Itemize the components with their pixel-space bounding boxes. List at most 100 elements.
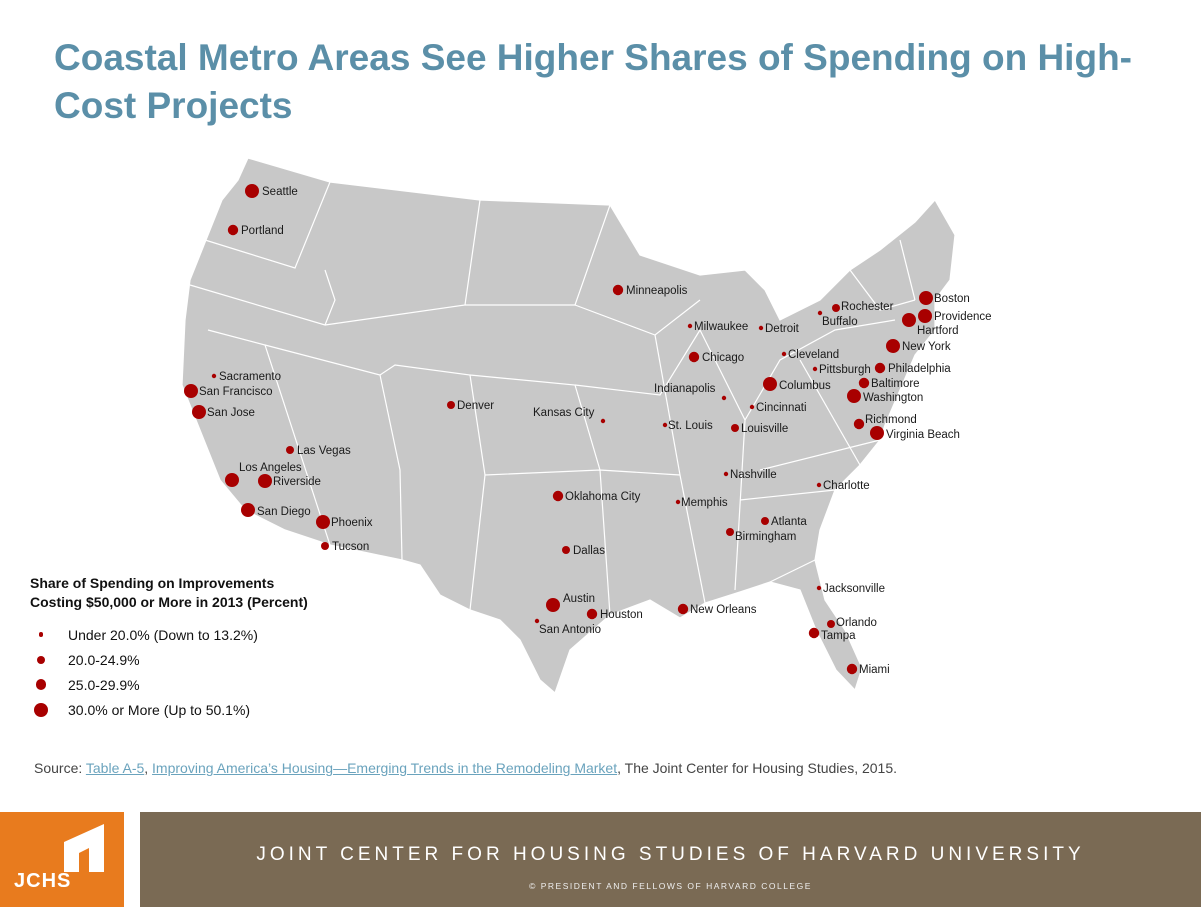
- city-label: Riverside: [273, 476, 321, 488]
- city-label: Nashville: [730, 469, 777, 481]
- jchs-logo: JCHS: [0, 812, 124, 907]
- city-label: Tampa: [821, 630, 856, 642]
- city-marker-providence: Providence: [918, 309, 992, 323]
- city-label: Columbus: [779, 380, 831, 392]
- city-label: San Francisco: [199, 386, 273, 398]
- city-marker-atlanta: Atlanta: [761, 516, 807, 528]
- source-link-table[interactable]: Table A-5: [85, 760, 145, 776]
- city-marker-houston: Houston: [586, 608, 643, 621]
- city-marker-oklahoma-city: Oklahoma City: [552, 490, 641, 503]
- city-label: Louisville: [741, 423, 788, 435]
- city-label: Sacramento: [219, 371, 281, 383]
- city-dot: [874, 362, 886, 374]
- city-dot: [677, 603, 689, 615]
- page-title: Coastal Metro Areas See Higher Shares of…: [54, 37, 1132, 126]
- city-dot: [662, 422, 668, 428]
- city-dot: [902, 313, 916, 327]
- city-marker-rochester: Rochester: [832, 301, 894, 313]
- city-marker-richmond: Richmond: [853, 414, 917, 430]
- city-label: Baltimore: [871, 378, 920, 390]
- city-label: Austin: [563, 593, 595, 605]
- city-marker-seattle: Seattle: [245, 184, 298, 198]
- city-dot: [447, 401, 455, 409]
- city-label: Las Vegas: [297, 445, 351, 457]
- source-sep: ,: [144, 760, 153, 776]
- city-marker-memphis: Memphis: [675, 497, 728, 509]
- city-dot: [758, 325, 764, 331]
- us-land: [181, 157, 956, 695]
- city-dot: [241, 503, 255, 517]
- city-label: Washington: [863, 392, 923, 404]
- city-marker-indianapolis: Indianapolis: [654, 383, 727, 401]
- city-label: Phoenix: [331, 517, 373, 529]
- city-marker-buffalo: Buffalo: [817, 310, 858, 328]
- city-dot: [184, 384, 198, 398]
- city-label: Birmingham: [735, 531, 796, 543]
- city-dot: [726, 528, 734, 536]
- city-marker-portland: Portland: [227, 224, 284, 237]
- city-marker-tucson: Tucson: [321, 541, 369, 553]
- city-label: Hartford: [917, 325, 959, 337]
- city-label: St. Louis: [668, 420, 713, 432]
- city-marker-las-vegas: Las Vegas: [286, 445, 351, 457]
- city-label: Rochester: [841, 301, 894, 313]
- city-marker-tampa: Tampa: [808, 627, 856, 642]
- city-label: Miami: [859, 664, 890, 676]
- city-marker-cleveland: Cleveland: [781, 349, 839, 361]
- city-marker-cincinnati: Cincinnati: [749, 402, 807, 414]
- city-dot: [858, 377, 870, 389]
- city-dot: [321, 542, 329, 550]
- city-marker-philadelphia: Philadelphia: [874, 362, 951, 375]
- city-marker-minneapolis: Minneapolis: [612, 284, 688, 297]
- city-label: Boston: [934, 293, 970, 305]
- source-prefix: Source:: [34, 760, 86, 776]
- city-marker-nashville: Nashville: [723, 469, 777, 481]
- city-dot: [749, 404, 755, 410]
- city-label: San Antonio: [539, 624, 601, 636]
- city-label: Portland: [241, 225, 284, 237]
- city-marker-birmingham: Birmingham: [726, 528, 796, 543]
- legend-item: Under 20.0% (Down to 13.2%): [30, 622, 390, 647]
- city-marker-miami: Miami: [846, 663, 890, 676]
- city-dot: [552, 490, 564, 502]
- city-label: Seattle: [262, 186, 298, 198]
- legend-title: Share of Spending on Improvements Costin…: [30, 574, 390, 612]
- city-dot: [816, 482, 822, 488]
- city-marker-san-jose: San Jose: [192, 405, 255, 419]
- source-link-report[interactable]: Improving America’s Housing—Emerging Tre…: [152, 760, 618, 776]
- city-marker-denver: Denver: [447, 400, 494, 412]
- city-dot: [258, 474, 272, 488]
- city-marker-orlando: Orlando: [827, 617, 877, 629]
- city-marker-washington: Washington: [847, 389, 923, 404]
- city-marker-baltimore: Baltimore: [858, 377, 920, 390]
- legend-dot: [37, 655, 45, 664]
- city-dot: [546, 598, 560, 612]
- city-marker-los-angeles: Los Angeles: [225, 462, 302, 487]
- city-dot: [721, 395, 727, 401]
- city-dot: [612, 284, 624, 296]
- city-label: Tucson: [332, 541, 369, 553]
- city-dot: [211, 373, 217, 379]
- city-label: Providence: [934, 311, 992, 323]
- city-label: Minneapolis: [626, 285, 688, 297]
- legend-dot: [35, 679, 47, 690]
- city-dot: [723, 471, 729, 477]
- city-label: Memphis: [681, 497, 728, 509]
- city-marker-san-francisco: San Francisco: [184, 384, 273, 398]
- city-marker-hartford: Hartford: [902, 313, 959, 337]
- city-label: Richmond: [865, 414, 917, 426]
- city-marker-boston: Boston: [919, 291, 970, 305]
- city-dot: [763, 377, 777, 391]
- city-marker-jacksonville: Jacksonville: [816, 583, 885, 595]
- city-dot: [286, 446, 294, 454]
- footer-org-name: JOINT CENTER FOR HOUSING STUDIES OF HARV…: [256, 844, 1085, 865]
- legend-title-line2: Costing $50,000 or More in 2013 (Percent…: [30, 594, 308, 610]
- city-dot: [832, 304, 840, 312]
- city-label: New Orleans: [690, 604, 757, 616]
- city-dot: [808, 627, 820, 639]
- legend-label: 20.0-24.9%: [68, 651, 140, 668]
- city-label: Oklahoma City: [565, 491, 641, 503]
- city-marker-dallas: Dallas: [562, 545, 605, 557]
- house-icon: [64, 824, 104, 872]
- footer-copyright: © PRESIDENT AND FELLOWS OF HARVARD COLLE…: [529, 881, 812, 891]
